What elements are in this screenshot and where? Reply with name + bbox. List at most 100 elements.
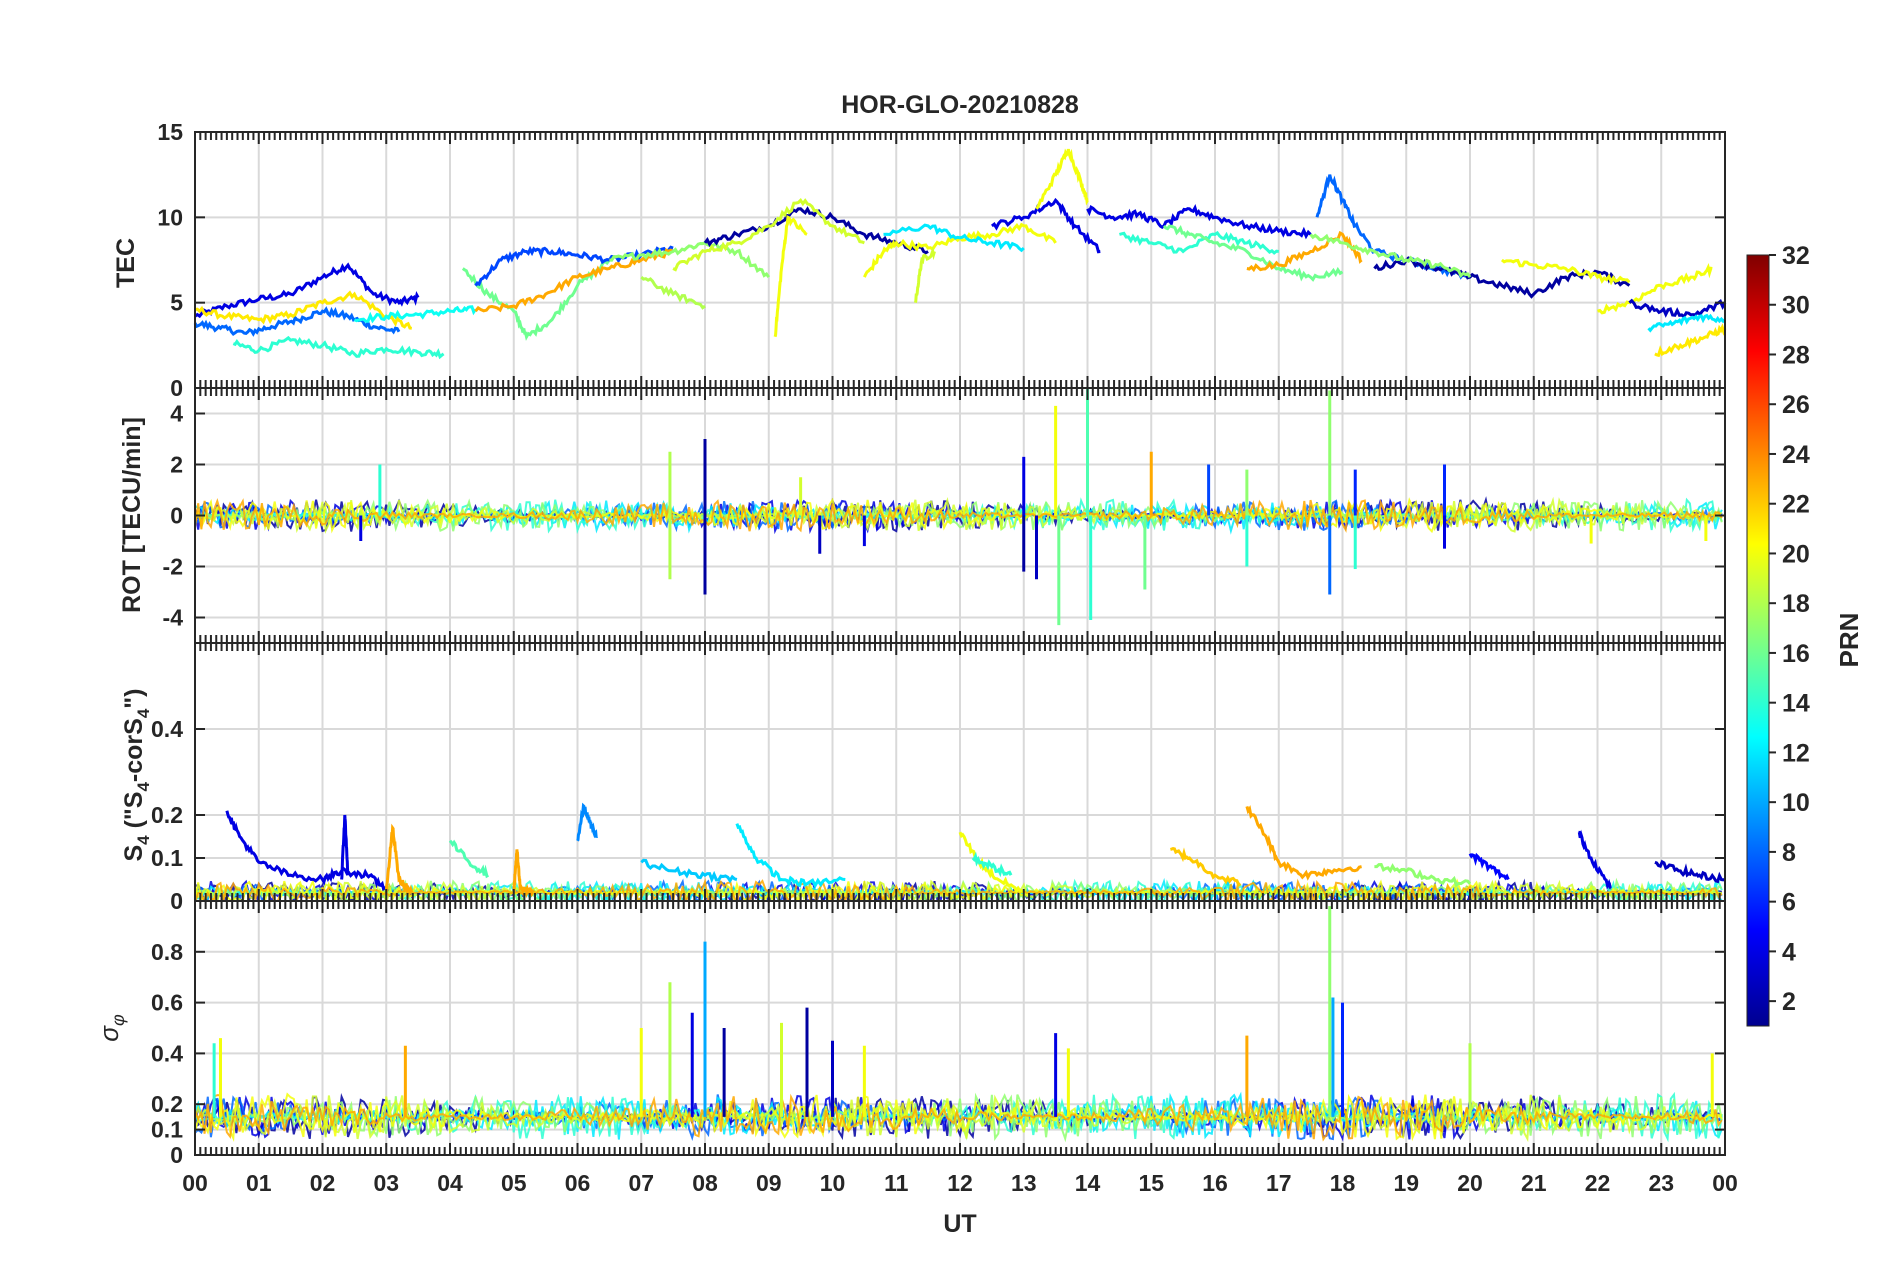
x-tick-label: 11 (884, 1170, 909, 1196)
figure-title: HOR-GLO-20210828 (841, 91, 1079, 119)
x-tick-label: 17 (1266, 1170, 1292, 1196)
rot-ytick-label: 4 (170, 401, 183, 427)
tec-series-prn-12 (1647, 313, 1726, 333)
colorbar-tick-label: 14 (1782, 690, 1810, 718)
s4-series-prn-23 (1245, 805, 1362, 881)
rot-baseline-trace (194, 497, 1722, 534)
colorbar-tick-label: 30 (1782, 292, 1810, 320)
tec-series-prn-20 (773, 215, 808, 338)
panel-tec: 0 5 10 15 (157, 119, 1727, 401)
x-tick-label: 23 (1648, 1170, 1674, 1196)
sigma-phi-ytick-label: 0.1 (151, 1117, 183, 1143)
tec-series-prn-13 (353, 305, 477, 324)
x-tick-label: 00 (182, 1170, 208, 1196)
x-tick-label: 08 (692, 1170, 718, 1196)
rot-ytick-label: 2 (170, 452, 183, 478)
rot-minor-ticks (194, 388, 1726, 643)
x-tick-label: 02 (310, 1170, 336, 1196)
x-tick-label: 09 (756, 1170, 782, 1196)
s4-series-prn-15 (448, 839, 490, 879)
tec-ytick-label: 0 (170, 375, 183, 401)
y-label-rot: ROT [TECU/min] (118, 417, 146, 613)
colorbar-gradient (1746, 254, 1770, 1027)
colorbar-tick-label: 28 (1782, 341, 1810, 369)
y-label-sigma-phi: σφ (94, 1014, 128, 1042)
sigma-phi-ytick-label: 0.2 (151, 1091, 183, 1117)
tec-series-prn-4 (991, 197, 1101, 254)
sigma-phi-ytick-label: 0.8 (151, 939, 183, 965)
rot-baseline-trace (194, 497, 1723, 533)
panel-s4: 0 0.1 0.2 0.4 (151, 642, 1726, 914)
colorbar-tick-label: 8 (1782, 839, 1796, 867)
colorbar-tick-label: 16 (1782, 640, 1810, 668)
sigma-phi-ytick-label: 0.4 (151, 1040, 183, 1066)
x-tick-label: 19 (1393, 1170, 1419, 1196)
colorbar-tick-label: 10 (1782, 789, 1810, 817)
s4-series-prn-4 (340, 814, 350, 880)
s4-series-prn-5 (1468, 852, 1510, 881)
tec-ytick-label: 5 (170, 290, 183, 316)
x-tick-label: 04 (437, 1170, 463, 1196)
tec-series-prn-3 (1628, 298, 1727, 319)
colorbar-tick-label: 2 (1782, 988, 1796, 1016)
colorbar-tick-label: 32 (1782, 242, 1810, 270)
s4-ytick-label: 0.2 (151, 802, 183, 828)
sigma-phi-baseline-trace (194, 1092, 1723, 1143)
x-tick-label: 13 (1011, 1170, 1037, 1196)
s4-series-prn-3 (1654, 859, 1726, 884)
x-tick-label: 05 (501, 1170, 527, 1196)
x-tick-label: 15 (1138, 1170, 1164, 1196)
tec-series-prn-16 (1162, 224, 1344, 282)
tec-series-prn-20 (1035, 148, 1089, 210)
tec-ytick-label: 10 (157, 204, 183, 230)
colorbar-tick-label: 18 (1782, 590, 1810, 618)
colorbar-tick-label: 4 (1782, 938, 1796, 966)
colorbar-tick-label: 12 (1782, 739, 1810, 767)
tec-series-prn-4 (194, 262, 420, 319)
tec-series-prn-23 (1246, 230, 1363, 273)
tec-series-prn-2 (1373, 256, 1631, 299)
colorbar-tick-label: 26 (1782, 391, 1810, 419)
rot-baseline-trace (194, 496, 1723, 533)
rot-ytick-label: -2 (163, 554, 183, 580)
tec-series-prn-7 (474, 245, 674, 287)
panel-sigma-phi: 00.10.2 0.4 0.6 0.8 (151, 900, 1726, 1168)
s4-ytick-label: 0 (170, 888, 183, 914)
colorbar-tick-label: 20 (1782, 540, 1810, 568)
tec-series-prn-18 (640, 275, 706, 310)
s4-series-prn-12 (735, 823, 846, 889)
tec-traces (193, 148, 1727, 360)
s4-series-prn-23 (512, 849, 535, 899)
sigma-phi-traces (194, 906, 1723, 1143)
x-tick-label: 10 (820, 1170, 846, 1196)
s4-series-prn-23 (384, 823, 414, 897)
tec-ytick-label: 15 (157, 119, 183, 145)
tec-series-prn-4 (1086, 203, 1312, 240)
x-axis-ticks: 00 01 02 03 04 05 06 07 08 09 10 11 12 13 14 15 16 17 18 19… (182, 1170, 1738, 1196)
x-tick-label: 22 (1585, 1170, 1611, 1196)
sigma-phi-ytick-label: 0 (170, 1142, 183, 1168)
colorbar-tick-label: 6 (1782, 889, 1796, 917)
x-tick-label: 07 (628, 1170, 654, 1196)
y-label-tec: TEC (112, 238, 140, 288)
tec-series-prn-21 (194, 290, 413, 330)
panel-rot: -4 -2 0 2 4 (163, 387, 1726, 644)
tec-series-prn-14 (232, 335, 445, 360)
tec-minor-ticks (194, 132, 1726, 388)
s4-series-prn-4 (225, 810, 387, 892)
sigma-phi-baseline-trace (194, 1093, 1723, 1142)
s4-ytick-label: 0.4 (151, 716, 183, 742)
tec-series-prn-19 (913, 245, 936, 304)
rot-traces (194, 388, 1723, 626)
colorbar-tick-label: 24 (1782, 441, 1810, 469)
s4-series-prn-11 (640, 858, 738, 884)
x-axis-label: UT (943, 1210, 976, 1238)
x-tick-label: 18 (1330, 1170, 1356, 1196)
s4-minor-ticks (194, 643, 1726, 901)
rot-ytick-label: -4 (163, 605, 184, 631)
y-label-s4: S4 ("S4-corS4") (120, 689, 153, 862)
s4-series-prn-20 (958, 831, 1025, 895)
